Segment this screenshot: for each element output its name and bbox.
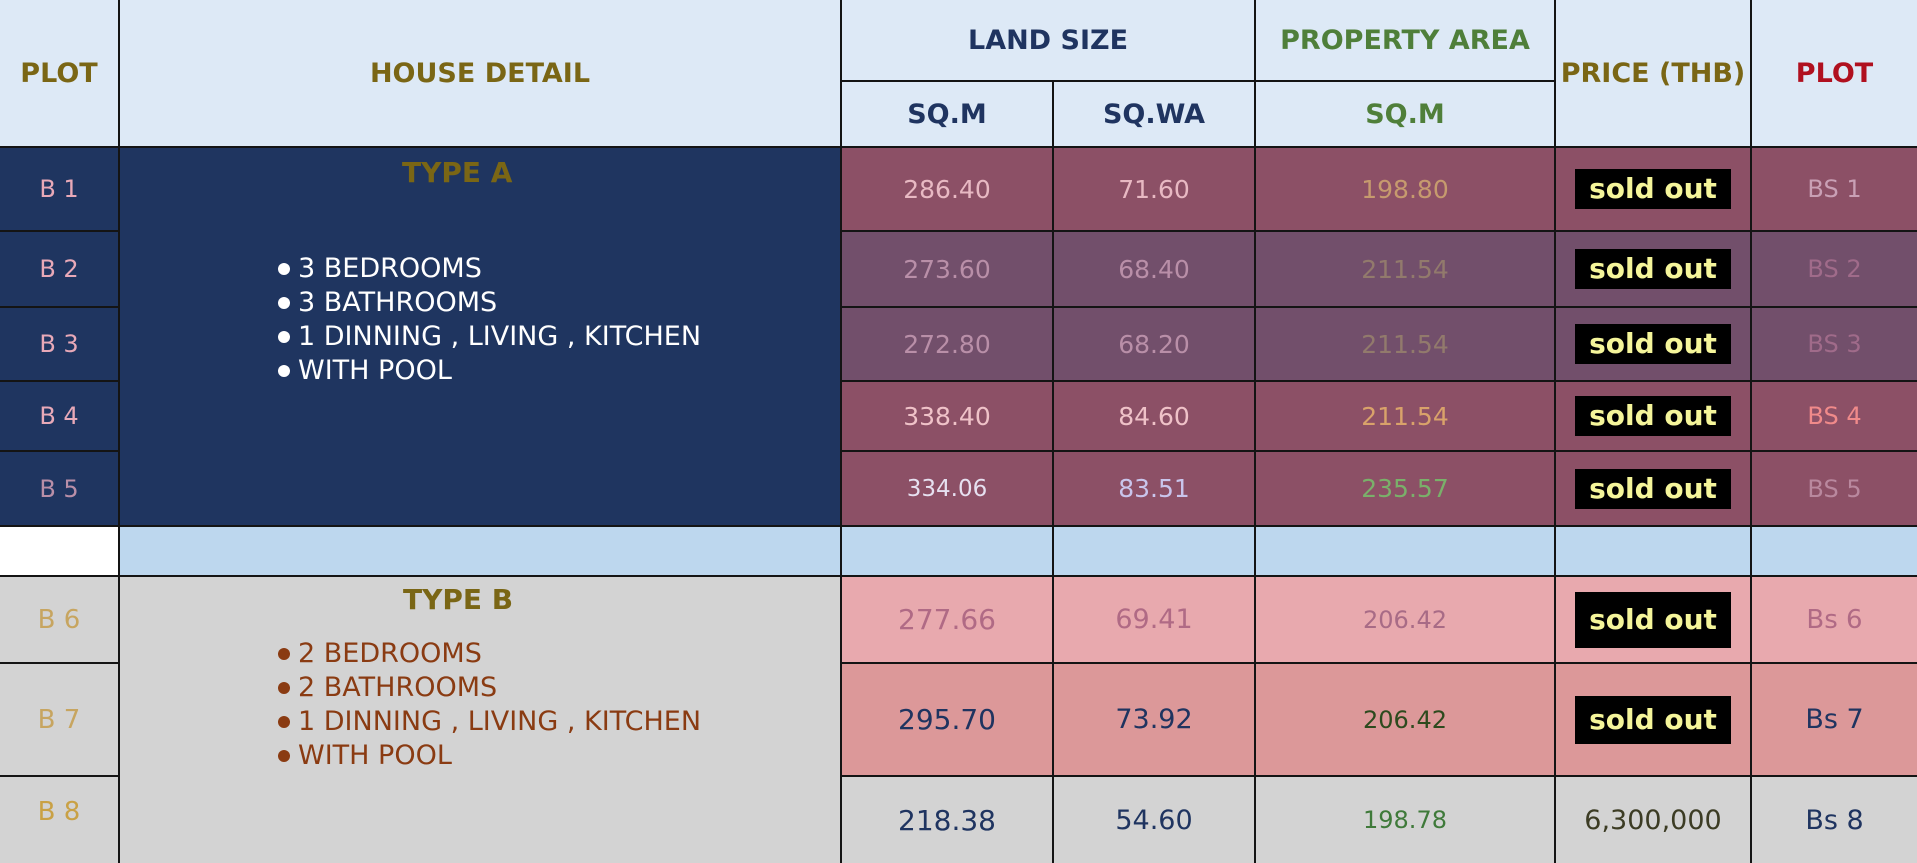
area-sqm-b3: 211.54 [1256, 308, 1556, 382]
list-item: 1 DINNING , LIVING , KITCHEN [278, 320, 701, 354]
plot-cell-b5: B 5 [0, 452, 120, 527]
list-item: 3 BEDROOMS [278, 252, 701, 286]
list-item: WITH POOL [278, 739, 701, 773]
spacer-cell [120, 527, 842, 577]
bullet-icon [278, 750, 290, 762]
plot-cell-b7: B 7 [0, 664, 120, 777]
plot-right-bs7: Bs 7 [1752, 664, 1917, 777]
type-a-feature-list: 3 BEDROOMS 3 BATHROOMS 1 DINNING , LIVIN… [278, 252, 701, 388]
land-sqwa-b8: 54.60 [1054, 777, 1256, 863]
land-sqm-b6: 277.66 [842, 577, 1054, 664]
area-sqm-b2: 211.54 [1256, 232, 1556, 308]
bullet-icon [278, 716, 290, 728]
type-b-title: TYPE B [403, 583, 514, 616]
bullet-icon [278, 263, 290, 275]
header-house-detail: HOUSE DETAIL [120, 0, 842, 148]
land-sqwa-b2: 68.40 [1054, 232, 1256, 308]
sold-out-badge: sold out [1575, 591, 1731, 648]
type-a-title: TYPE A [402, 156, 513, 189]
house-detail-type-a: TYPE A 3 BEDROOMS 3 BATHROOMS 1 DINNING … [120, 148, 842, 527]
header-plot-right: PLOT [1752, 0, 1917, 148]
price-b4: sold out [1556, 382, 1752, 452]
land-sqwa-b5: 83.51 [1054, 452, 1256, 527]
area-sqm-b1: 198.80 [1256, 148, 1556, 232]
sold-out-badge: sold out [1575, 169, 1731, 209]
sold-out-badge: sold out [1575, 468, 1731, 509]
land-sqm-b4: 338.40 [842, 382, 1054, 452]
land-sqm-b3: 272.80 [842, 308, 1054, 382]
spacer-cell [0, 527, 120, 577]
price-b5: sold out [1556, 452, 1752, 527]
spacer-cell [1256, 527, 1556, 577]
price-b7: sold out [1556, 664, 1752, 777]
plot-cell-b6: B 6 [0, 577, 120, 664]
header-property-sqm: SQ.M [1256, 82, 1556, 148]
plot-right-bs2: BS 2 [1752, 232, 1917, 308]
land-sqwa-b7: 73.92 [1054, 664, 1256, 777]
price-b3: sold out [1556, 308, 1752, 382]
sold-out-badge: sold out [1575, 324, 1731, 364]
list-item: 2 BEDROOMS [278, 637, 701, 671]
header-price: PRICE (THB) [1556, 0, 1752, 148]
sold-out-badge: sold out [1575, 249, 1731, 289]
price-b2: sold out [1556, 232, 1752, 308]
sold-out-badge: sold out [1575, 396, 1731, 436]
plot-cell-b4: B 4 [0, 382, 120, 452]
header-land-sqm: SQ.M [842, 82, 1054, 148]
spacer-cell [1054, 527, 1256, 577]
spacer-cell [1752, 527, 1917, 577]
plot-right-bs4: BS 4 [1752, 382, 1917, 452]
header-plot-left: PLOT [0, 0, 120, 148]
sold-out-badge: sold out [1575, 695, 1731, 744]
price-b8: 6,300,000 [1556, 777, 1752, 863]
area-sqm-b8: 198.78 [1256, 777, 1556, 863]
type-b-feature-list: 2 BEDROOMS 2 BATHROOMS 1 DINNING , LIVIN… [278, 637, 701, 773]
price-b6: sold out [1556, 577, 1752, 664]
land-sqm-b8: 218.38 [842, 777, 1054, 863]
plot-right-bs1: BS 1 [1752, 148, 1917, 232]
bullet-icon [278, 297, 290, 309]
bullet-icon [278, 648, 290, 660]
spacer-cell [1556, 527, 1752, 577]
plot-cell-b2: B 2 [0, 232, 120, 308]
area-sqm-b7: 206.42 [1256, 664, 1556, 777]
land-sqm-b2: 273.60 [842, 232, 1054, 308]
plot-right-bs3: BS 3 [1752, 308, 1917, 382]
price-b1: sold out [1556, 148, 1752, 232]
header-property-area: PROPERTY AREA [1256, 0, 1556, 82]
plot-cell-b8: B 8 [0, 777, 120, 863]
area-sqm-b5: 235.57 [1256, 452, 1556, 527]
plot-right-bs6: Bs 6 [1752, 577, 1917, 664]
header-land-sqwa: SQ.WA [1054, 82, 1256, 148]
spacer-cell [842, 527, 1054, 577]
bullet-icon [278, 682, 290, 694]
list-item: 1 DINNING , LIVING , KITCHEN [278, 705, 701, 739]
area-sqm-b4: 211.54 [1256, 382, 1556, 452]
land-sqwa-b4: 84.60 [1054, 382, 1256, 452]
list-item: 2 BATHROOMS [278, 671, 701, 705]
land-sqm-b5: 334.06 [842, 452, 1054, 527]
bullet-icon [278, 331, 290, 343]
list-item: 3 BATHROOMS [278, 286, 701, 320]
plot-cell-b3: B 3 [0, 308, 120, 382]
header-land-size: LAND SIZE [842, 0, 1256, 82]
land-sqwa-b3: 68.20 [1054, 308, 1256, 382]
plot-right-bs8: Bs 8 [1752, 777, 1917, 863]
area-sqm-b6: 206.42 [1256, 577, 1556, 664]
plot-right-bs5: BS 5 [1752, 452, 1917, 527]
list-item: WITH POOL [278, 354, 701, 388]
land-sqwa-b1: 71.60 [1054, 148, 1256, 232]
land-sqm-b7: 295.70 [842, 664, 1054, 777]
land-sqm-b1: 286.40 [842, 148, 1054, 232]
plot-cell-b1: B 1 [0, 148, 120, 232]
land-sqwa-b6: 69.41 [1054, 577, 1256, 664]
bullet-icon [278, 365, 290, 377]
house-detail-type-b: TYPE B 2 BEDROOMS 2 BATHROOMS 1 DINNING … [120, 577, 842, 863]
